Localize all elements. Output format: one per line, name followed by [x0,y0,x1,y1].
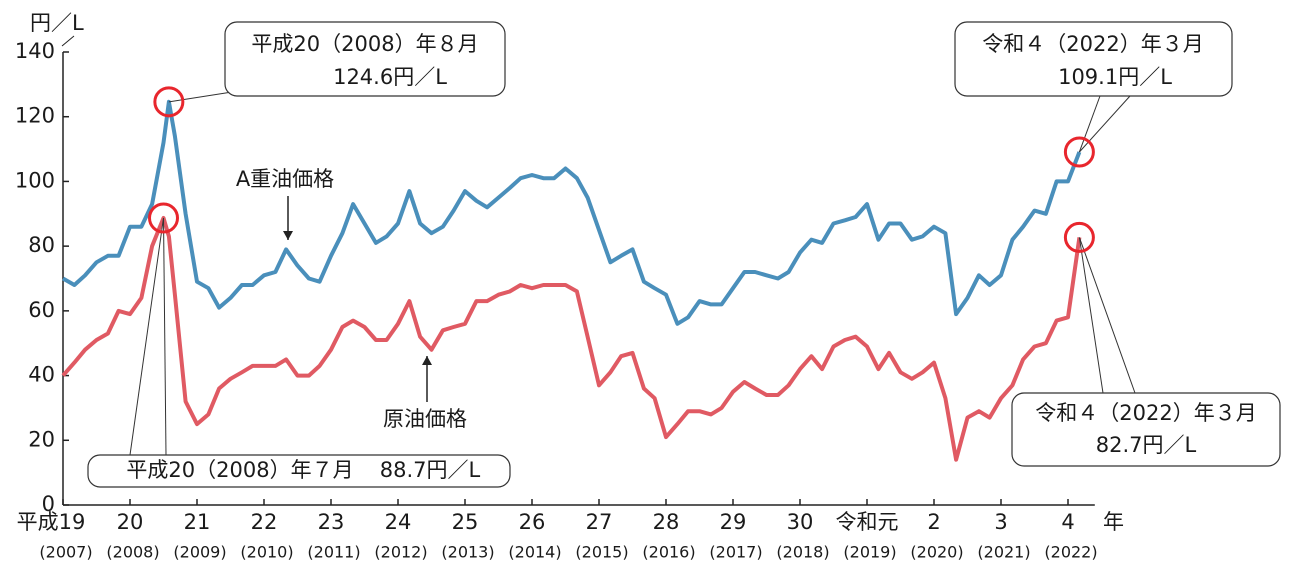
x-tick-sublabel: (2015) [575,543,628,562]
series-label: A重油価格 [236,167,334,191]
callout-date: 令和４（2022）年３月 [1035,401,1256,425]
leader-line [1079,95,1131,153]
x-tick-sublabel: (2013) [441,543,494,562]
x-tick-sublabel: (2007) [39,543,92,562]
highlight-circle [1063,136,1095,168]
series-line [61,216,1082,462]
x-tick-label: 29 [720,510,747,534]
x-tick-label: 3 [994,510,1007,534]
callout-value: 82.7円／L [1096,433,1197,457]
x-tick-label: 21 [184,510,211,534]
leader-line [1078,95,1101,153]
x-tick-label: 30 [787,510,814,534]
y-tick-label: 120 [15,104,55,128]
y-unit: 円／L [30,11,84,35]
y-tick-label: 140 [15,39,55,63]
callout-value: 124.6円／L [333,65,447,89]
leader-line [1078,237,1136,394]
x-tick-sublabel: (2016) [642,543,695,562]
x-tick-label: 22 [251,510,278,534]
y-tick-label: 0 [42,492,55,516]
x-tick-sublabel: (2019) [843,543,896,562]
x-tick-sublabel: (2017) [709,543,762,562]
callout-date: 平成20（2008）年７月 [126,458,353,482]
callout-date: 令和４（2022）年３月 [982,32,1203,56]
x-tick-label: 24 [385,510,412,534]
arrow-head [422,356,432,365]
x-tick-label: 平成19 [17,510,86,534]
x-tick-sublabel: (2010) [240,543,293,562]
callout-box [224,21,506,97]
x-tick-label: 4 [1061,510,1074,534]
callout-box [1011,392,1281,467]
x-tick-label: 25 [452,510,479,534]
callout-value: 109.1円／L [1058,65,1172,89]
leader-line [129,217,164,456]
y-tick-label: 80 [28,233,55,257]
highlight-circle [1063,221,1095,253]
x-tick-label: 23 [318,510,345,534]
x-tick-label: 28 [653,510,680,534]
x-tick-sublabel: (2009) [173,543,226,562]
highlight-circle [148,202,179,234]
x-tick-sublabel: (2012) [374,543,427,562]
y-tick-label: 60 [28,298,55,322]
leader-line [168,91,233,103]
series-label: 原油価格 [383,407,467,431]
x-tick-label: 26 [519,510,546,534]
series-line [62,99,1082,326]
x-tick-sublabel: (2014) [508,543,561,562]
callout-box [954,21,1233,97]
y-tick-label: 20 [28,427,55,451]
x-tick-sublabel: (2008) [106,543,159,562]
highlight-circle [153,86,185,118]
x-tick-sublabel: (2011) [307,543,360,562]
x-tick-sublabel: (2018) [776,543,829,562]
y-tick-label: 100 [15,168,55,192]
callout-box [87,454,511,488]
x-unit: 年 [1103,510,1124,534]
y-tick-label: 40 [28,363,55,387]
y-unit-slash [61,35,75,47]
leader-line [1078,237,1104,394]
x-tick-sublabel: (2020) [910,543,963,562]
leader-line [163,217,167,456]
callout-value: 88.7円／L [380,458,481,482]
x-tick-sublabel: (2021) [977,543,1030,562]
x-tick-sublabel: (2022) [1044,543,1097,562]
arrow-head [283,231,293,240]
x-tick-label: 令和元 [836,510,899,534]
x-tick-label: 27 [586,510,613,534]
callout-date: 平成20（2008）年８月 [251,32,478,56]
x-tick-label: 2 [927,510,940,534]
x-tick-label: 20 [117,510,144,534]
